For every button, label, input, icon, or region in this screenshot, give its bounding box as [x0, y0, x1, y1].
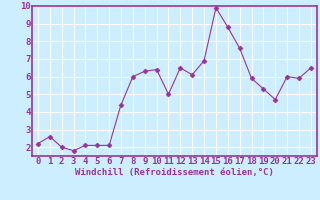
X-axis label: Windchill (Refroidissement éolien,°C): Windchill (Refroidissement éolien,°C) [75, 168, 274, 177]
